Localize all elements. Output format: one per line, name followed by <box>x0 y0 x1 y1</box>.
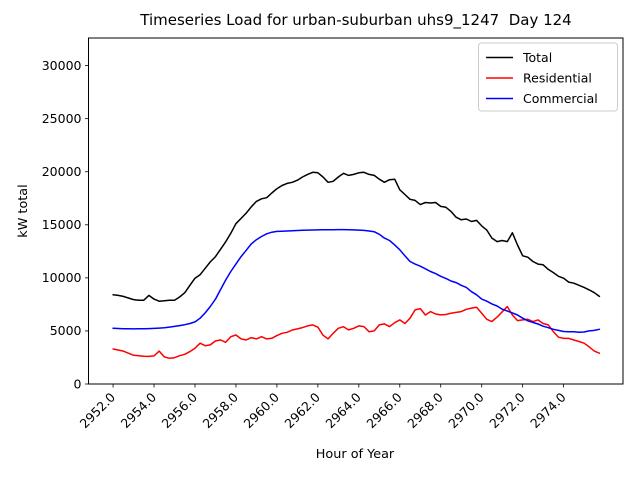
y-axis-label: kW total <box>16 184 31 237</box>
x-tick-label: 2968.0 <box>404 389 446 431</box>
legend: Total Residential Commercial <box>478 42 618 112</box>
y-tick-label: 30000 <box>42 58 82 73</box>
x-tick-label: 2962.0 <box>281 389 323 431</box>
x-tick-label: 2972.0 <box>486 389 528 431</box>
x-tick-label: 2960.0 <box>240 389 282 431</box>
y-tick-label: 5000 <box>50 323 82 338</box>
x-tick-label: 2956.0 <box>159 389 201 431</box>
data-series-lines <box>112 171 601 360</box>
legend-label-total: Total <box>522 50 552 65</box>
x-tick-label: 2970.0 <box>445 389 487 431</box>
x-tick-label: 2974.0 <box>527 389 569 431</box>
legend-box <box>478 42 618 112</box>
series-line-total <box>112 171 601 302</box>
legend-label-commercial: Commercial <box>523 91 598 106</box>
plot-area-frame <box>88 37 624 385</box>
chart-title: Timeseries Load for urban-suburban uhs9_… <box>139 11 571 30</box>
y-tick-label: 10000 <box>42 270 82 285</box>
series-line-residential <box>112 305 601 360</box>
x-tick-label: 2958.0 <box>200 389 242 431</box>
x-tick-label: 2966.0 <box>363 389 405 431</box>
legend-label-residential: Residential <box>523 71 592 86</box>
axis-ticks: 2952.0 2954.0 2956.0 2958.0 2960.0 2962.0 2964… <box>42 58 569 431</box>
y-tick-label: 15000 <box>42 217 82 232</box>
y-tick-label: 25000 <box>42 111 82 126</box>
y-tick-label: 0 <box>74 376 82 391</box>
x-axis-label: Hour of Year <box>316 447 395 462</box>
series-line-commercial <box>112 228 601 334</box>
x-tick-label: 2954.0 <box>118 389 160 431</box>
x-tick-label: 2964.0 <box>322 389 364 431</box>
y-tick-label: 20000 <box>42 164 82 179</box>
x-tick-label: 2952.0 <box>77 389 119 431</box>
